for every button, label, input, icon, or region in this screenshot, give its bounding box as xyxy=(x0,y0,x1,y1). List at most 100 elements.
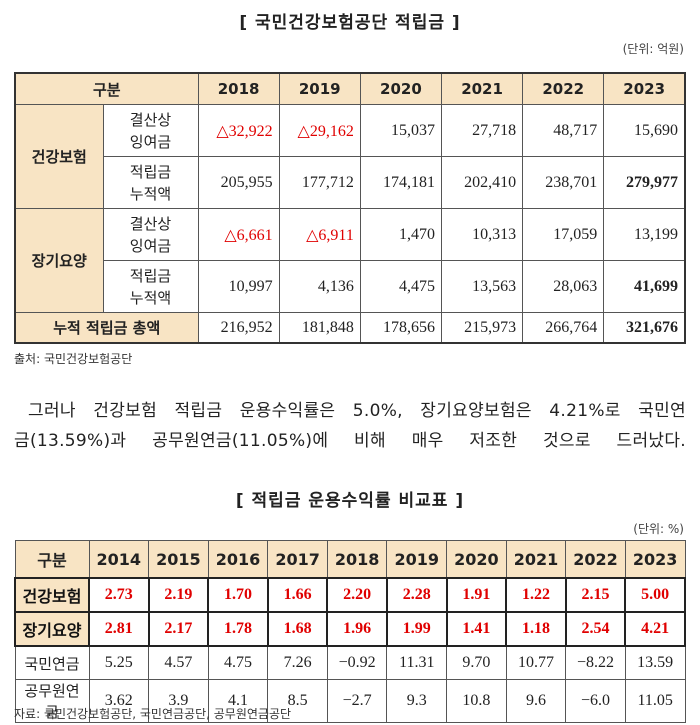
cell: 28,063 xyxy=(522,260,605,313)
cell: 13,563 xyxy=(440,260,524,313)
cell: 1.22 xyxy=(505,577,567,613)
cell: 3.9 xyxy=(148,679,209,723)
cell: 10.8 xyxy=(446,679,507,723)
cell: 5.00 xyxy=(624,577,686,613)
cell: 2.54 xyxy=(564,611,627,647)
cell: 1.96 xyxy=(326,611,388,647)
cell: 238,701 xyxy=(522,156,605,209)
cell: 4.1 xyxy=(207,679,269,723)
row-label: 건강보험 xyxy=(14,577,90,613)
cell: 202,410 xyxy=(440,156,524,209)
cell: 321,676 xyxy=(603,312,686,344)
cell: 266,764 xyxy=(522,312,605,344)
cell: −2.7 xyxy=(326,679,388,723)
header-cell: 2020 xyxy=(359,72,442,105)
header-cell: 2022 xyxy=(565,540,626,579)
header-row: 구분 2018 2019 2020 2021 2022 2023 xyxy=(14,72,686,105)
row-label-line: 잉여금 xyxy=(129,132,172,151)
table1-title: [ 국민건강보험공단 적립금 ] xyxy=(239,13,461,33)
header-cell: 2023 xyxy=(624,540,686,579)
cell: 17,059 xyxy=(522,208,605,261)
data-row: 건강보험 결산상 잉여금 △32,922 △29,162 15,037 27,718 48,7… xyxy=(14,104,686,209)
cell: 205,955 xyxy=(197,156,280,209)
header-row: 구분 2014 2015 2016 2017 2018 2019 2020 2021 2022 20… xyxy=(14,540,686,579)
cell: 11.31 xyxy=(386,645,448,680)
cell: 10,313 xyxy=(440,208,524,261)
cell: 2.73 xyxy=(88,577,150,613)
cell: −0.92 xyxy=(326,645,388,680)
cell: 4.21 xyxy=(624,611,686,647)
row-label-line: 적립금 xyxy=(129,162,172,181)
cell: 1.66 xyxy=(266,577,329,613)
cell: 11.05 xyxy=(624,679,686,723)
header-cell: 2021 xyxy=(440,72,524,105)
header-cell: 2016 xyxy=(207,540,269,579)
header-cell: 2019 xyxy=(386,540,448,579)
cell: −6.0 xyxy=(565,679,626,723)
cell: 4,475 xyxy=(359,260,442,313)
cell: △32,922 xyxy=(197,104,280,157)
group-label: 건강보험 xyxy=(14,104,104,209)
data-row: 공무원연금 3.62 3.9 4.1 8.5 −2.7 9.3 10.8 9.6 −6.0 11.0… xyxy=(14,679,686,723)
cell: 1.91 xyxy=(445,577,508,613)
cell: 1.78 xyxy=(207,611,269,647)
cell: △29,162 xyxy=(278,104,361,157)
total-label: 누적 적립금 총액 xyxy=(14,312,199,344)
cell: 1.41 xyxy=(445,611,508,647)
row-label-line: 결산상 xyxy=(129,214,172,233)
cell: 9.70 xyxy=(446,645,507,680)
cell: 3.62 xyxy=(88,679,150,723)
table2-source: 자료: 국민건강보험공단, 국민연금공단, 공무원연금공단 xyxy=(14,707,292,721)
paragraph-line: 금(13.59%)과 공무원연금(11.05%)에 비해 매우 저조한 것으로 … xyxy=(14,431,686,451)
table1-source: 출처: 국민건강보험공단 xyxy=(14,352,133,366)
cell: 9.3 xyxy=(386,679,448,723)
cell: 1.68 xyxy=(266,611,329,647)
paragraph-line: 그러나 건강보험 적립금 운용수익률은 5.0%, 장기요양보험은 4.21%로… xyxy=(28,401,686,421)
cell: 10.77 xyxy=(505,645,567,680)
cell: 1.99 xyxy=(385,611,448,647)
cell: 2.20 xyxy=(326,577,388,613)
cell: △6,661 xyxy=(197,208,280,261)
table1: 구분 2018 2019 2020 2021 2022 2023 건강보험 결산상 잉여금 △32,… xyxy=(14,72,686,344)
table2-title: [ 적립금 운용수익률 비교표 ] xyxy=(235,491,465,511)
row-label: 공무원연금 xyxy=(14,679,90,723)
cell: 4,136 xyxy=(278,260,361,313)
cell: 181,848 xyxy=(278,312,361,344)
table2: 구분 2014 2015 2016 2017 2018 2019 2020 2021 2022 20… xyxy=(14,540,686,723)
cell: △6,911 xyxy=(278,208,361,261)
cell: 1,470 xyxy=(359,208,442,261)
header-cell: 구분 xyxy=(14,72,199,105)
cell: 41,699 xyxy=(603,260,686,313)
table1-unit: (단위: 억원) xyxy=(622,42,684,56)
cell: 10,997 xyxy=(197,260,280,313)
cell: 215,973 xyxy=(440,312,524,344)
data-row: 적립금 누적액 205,955 177,712 174,181 202,410 238,70… xyxy=(15,156,686,209)
row-label-line: 잉여금 xyxy=(129,236,172,255)
cell: 279,977 xyxy=(603,156,686,209)
cell: 2.81 xyxy=(88,611,150,647)
cell: 2.17 xyxy=(147,611,210,647)
row-label: 결산상 잉여금 xyxy=(102,104,199,157)
header-cell: 2017 xyxy=(267,540,328,579)
cell: 13.59 xyxy=(624,645,686,680)
row-label-line: 적립금 xyxy=(129,266,172,285)
cell: 1.18 xyxy=(505,611,567,647)
cell: 5.25 xyxy=(88,645,150,680)
total-row: 누적 적립금 총액 216,952 181,848 178,656 215,973 266… xyxy=(14,312,686,344)
header-cell: 2015 xyxy=(148,540,209,579)
row-label-line: 누적액 xyxy=(129,288,172,307)
cell: 27,718 xyxy=(440,104,524,157)
cell: 1.70 xyxy=(207,577,269,613)
row-label: 장기요양 xyxy=(14,611,90,647)
cell: 15,690 xyxy=(603,104,686,157)
paragraph: 그러나 건강보험 적립금 운용수익률은 5.0%, 장기요양보험은 4.21%로… xyxy=(14,396,686,456)
header-cell: 2019 xyxy=(278,72,361,105)
cell: 15,037 xyxy=(359,104,442,157)
header-cell: 2018 xyxy=(197,72,280,105)
group-label: 장기요양 xyxy=(14,208,104,313)
cell: 4.57 xyxy=(148,645,209,680)
header-cell: 2018 xyxy=(326,540,388,579)
cell: 2.28 xyxy=(385,577,448,613)
